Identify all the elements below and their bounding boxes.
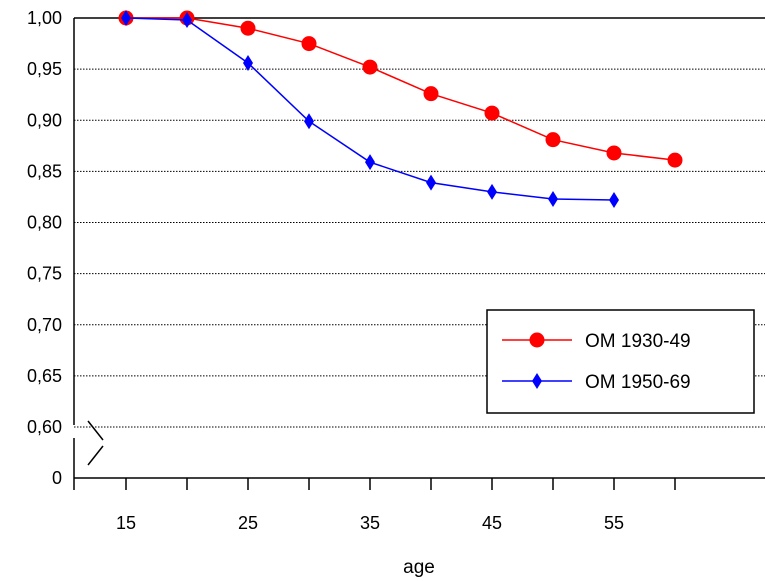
data-point-diamond	[304, 113, 314, 130]
axis-break-mark-lower	[87, 445, 104, 466]
y-tick-label: 0,75	[27, 264, 62, 284]
data-point-diamond	[243, 54, 253, 71]
y-tick-label: 0,90	[27, 110, 62, 130]
axes	[73, 18, 765, 490]
data-point-diamond	[365, 154, 375, 171]
x-tick-label: 35	[360, 513, 380, 533]
y-tick-label: 0,80	[27, 213, 62, 233]
data-point-diamond	[487, 183, 497, 200]
data-point-diamond	[426, 174, 436, 191]
y-break-label: 0	[52, 468, 62, 488]
y-tick-label: 0,70	[27, 315, 62, 335]
data-point-circle	[606, 145, 622, 161]
legend: OM 1930-49 OM 1950-69	[486, 309, 755, 414]
x-axis-title: age	[403, 557, 435, 578]
data-point-circle	[667, 152, 683, 168]
data-point-circle	[301, 36, 317, 52]
data-point-diamond	[182, 12, 192, 29]
legend-label: OM 1950-69	[585, 372, 691, 393]
legend-box	[486, 309, 755, 414]
data-point-diamond	[121, 10, 131, 26]
data-point-circle	[545, 132, 561, 148]
axis-break-mark-upper	[87, 420, 104, 441]
y-tick-label: 0,65	[27, 366, 62, 386]
data-point-circle	[529, 332, 545, 348]
data-point-diamond	[532, 373, 542, 389]
data-point-circle	[362, 59, 378, 75]
series-layer	[118, 10, 683, 209]
y-tick-label: 0,85	[27, 161, 62, 181]
legend-label: OM 1930-49	[585, 331, 691, 352]
series-line	[126, 17, 676, 161]
series-line	[125, 17, 615, 201]
data-point-diamond	[609, 192, 619, 209]
data-point-circle	[484, 105, 500, 121]
y-tick-label: 1,00	[27, 8, 62, 28]
series-om-1950-69	[121, 10, 619, 209]
x-tick-label: 55	[604, 513, 624, 533]
data-point-circle	[423, 86, 439, 102]
y-tick-label: 0,60	[27, 417, 62, 437]
series-om-1930-49	[118, 10, 683, 168]
tick-labels: 1,00 0,95 0,90 0,85 0,80 0,75 0,70 0,65 0,60 0 15 2…	[27, 8, 624, 533]
data-point-circle	[240, 20, 256, 36]
data-point-diamond	[548, 190, 558, 207]
x-tick-label: 25	[238, 513, 258, 533]
x-tick-label: 15	[116, 513, 136, 533]
x-tick-label: 45	[482, 513, 502, 533]
y-tick-label: 0,95	[27, 59, 62, 79]
